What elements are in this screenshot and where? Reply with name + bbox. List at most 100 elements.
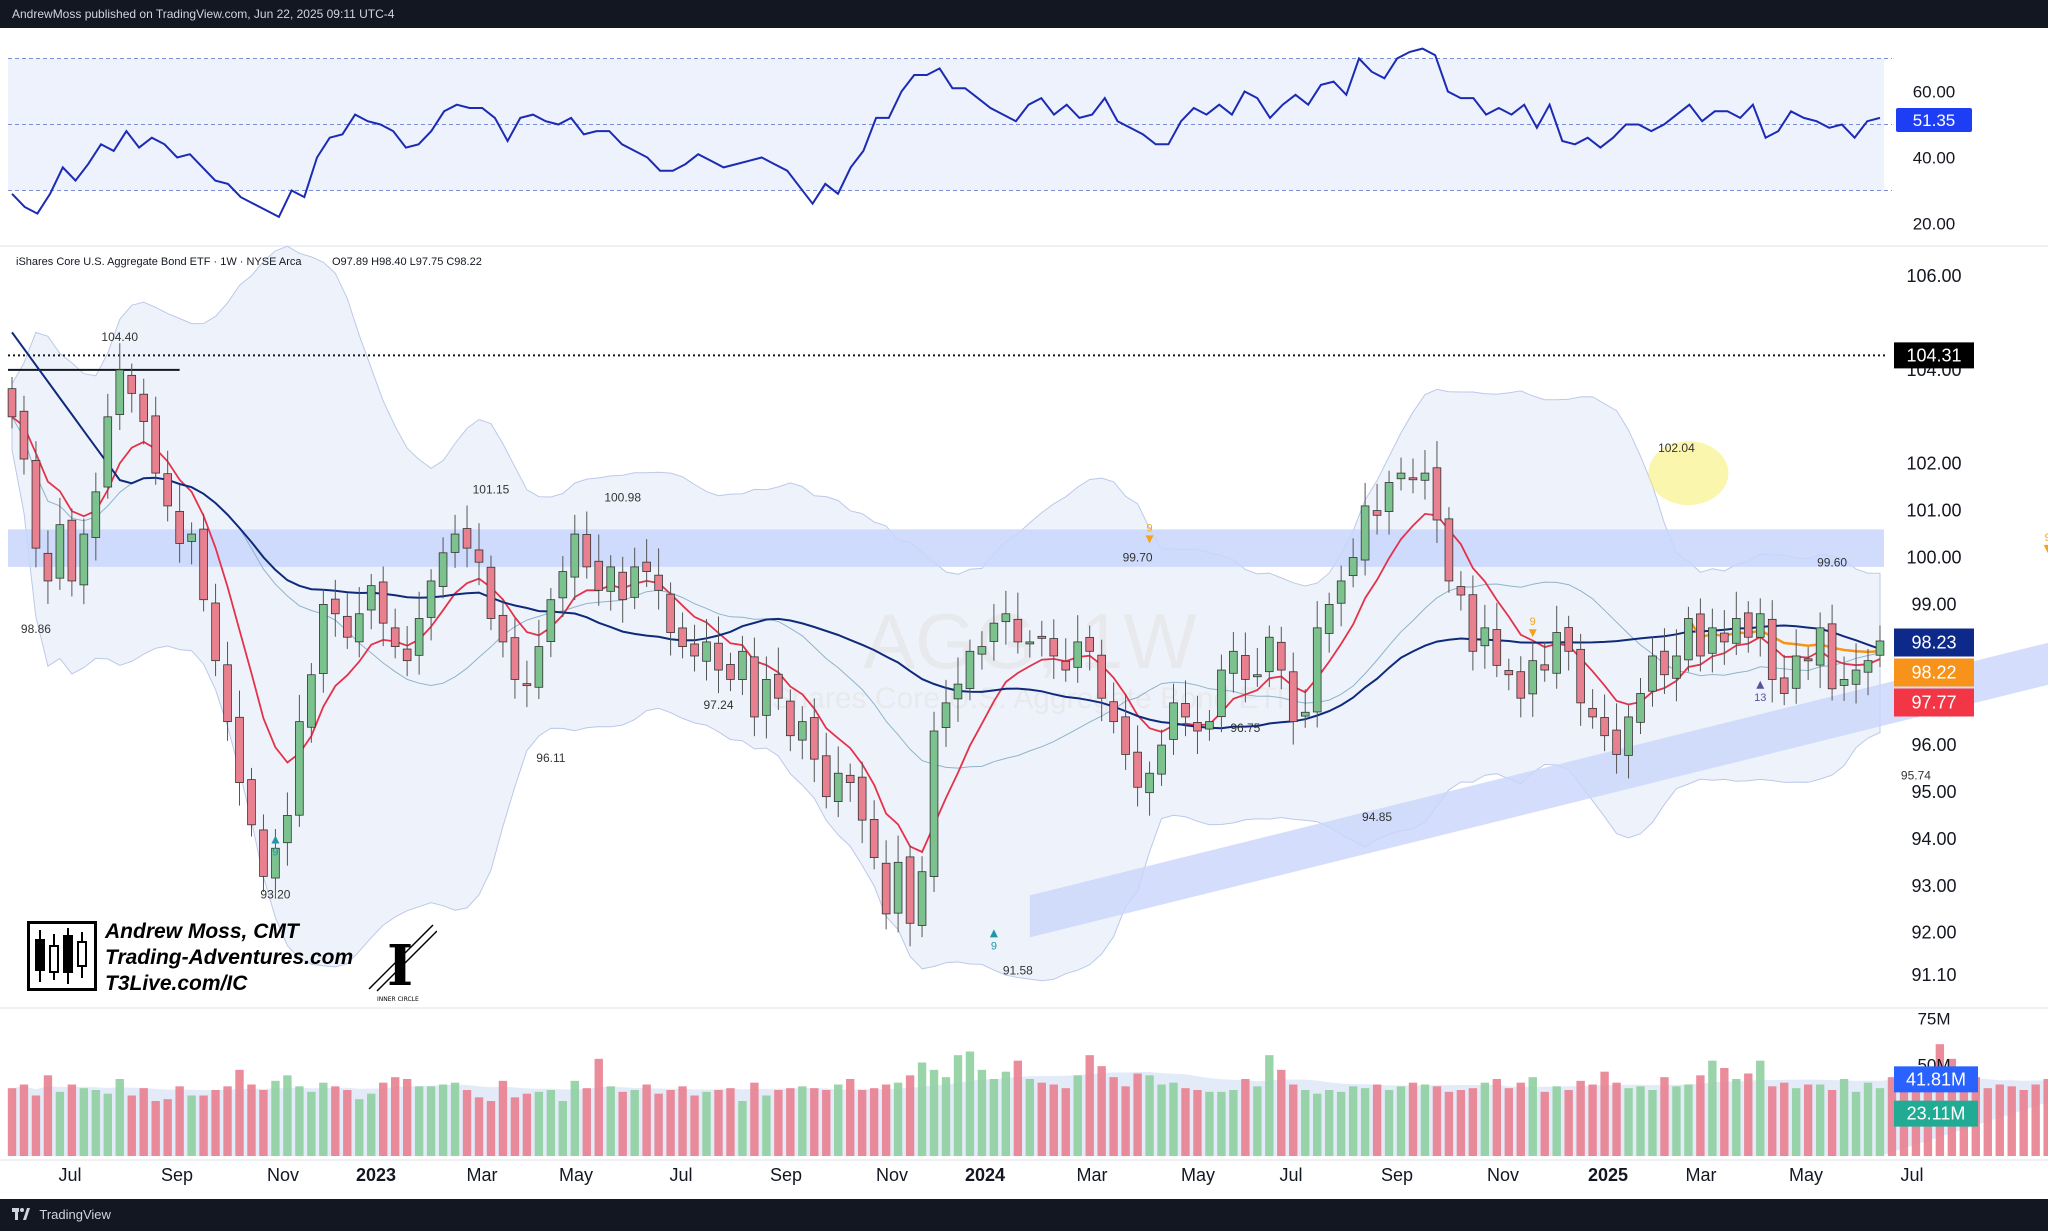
candle-body-121: [1456, 586, 1466, 596]
time-tick-label: Jul: [58, 1165, 81, 1185]
candle-body-50: [606, 566, 616, 592]
price-tick-label: 101.00: [1906, 501, 1961, 521]
candle-body-45: [546, 599, 556, 642]
candle-body-109: [1312, 627, 1322, 713]
candle-body-112: [1348, 557, 1358, 577]
volume-bar-49: [594, 1058, 603, 1156]
price-label: 96.75: [1230, 721, 1260, 735]
candle-body-17: [211, 602, 220, 662]
volume-bar-108: [1301, 1090, 1310, 1156]
candle-body-68: [821, 755, 831, 798]
candle-body-116: [1396, 472, 1406, 480]
td-count-label: 9: [272, 847, 278, 859]
candle-body-106: [1276, 641, 1286, 671]
candle-body-4: [55, 524, 65, 579]
candle-body-67: [809, 717, 819, 760]
candle-body-155: [1863, 660, 1873, 673]
volume-bar-101: [1217, 1091, 1226, 1156]
volume-bar-151: [1815, 1084, 1825, 1156]
volume-bar-31: [379, 1082, 388, 1156]
candle-body-47: [570, 533, 580, 578]
time-tick-label: Sep: [1381, 1165, 1413, 1185]
volume-bar-70: [846, 1079, 855, 1156]
tradingview-brand: TradingView: [39, 1207, 111, 1222]
candle-body-52: [630, 566, 639, 598]
volume-bar-1: [19, 1084, 29, 1156]
candle-body-42: [510, 637, 520, 680]
td-count-label: 9: [2045, 532, 2048, 544]
volume-bar-109: [1313, 1093, 1322, 1156]
volume-bar-39: [474, 1097, 484, 1156]
rsi-line: [11, 47, 1881, 219]
candle-body-107: [1288, 671, 1298, 723]
td-arrow-up-icon: [989, 929, 998, 938]
volume-bar-90: [1085, 1055, 1094, 1156]
volume-bar-20: [247, 1084, 256, 1156]
volume-bar-5: [67, 1084, 77, 1156]
td-count-label: 9: [1530, 616, 1536, 628]
volume-bar-107: [1289, 1084, 1298, 1156]
bollinger-band: [11, 245, 1881, 982]
volume-bar-123: [1480, 1082, 1490, 1156]
candle-body-14: [175, 510, 184, 544]
candle-body-9: [115, 369, 125, 415]
candle-body-58: [702, 641, 711, 662]
candle-body-18: [223, 664, 232, 723]
candle-body-76: [917, 871, 927, 926]
volume-bar-102: [1229, 1090, 1238, 1156]
volume-bar-13: [163, 1099, 172, 1156]
volume-bar-2: [31, 1095, 41, 1156]
td-arrow-down-icon: [2043, 544, 2048, 553]
volume-bar-53: [642, 1084, 651, 1156]
volume-bar-141: [1696, 1075, 1705, 1156]
volume-bar-111: [1336, 1091, 1346, 1156]
candle-body-87: [1049, 638, 1059, 657]
volume-bar-137: [1648, 1090, 1657, 1156]
candle-body-88: [1061, 660, 1071, 671]
time-tick-label: Nov: [1487, 1165, 1519, 1185]
volume-bar-25: [307, 1091, 316, 1156]
svg-text:I: I: [387, 933, 413, 999]
price-tick-label: 94.00: [1911, 829, 1956, 849]
author-branding: Andrew Moss, CMT Trading-Adventures.com …: [27, 917, 447, 1003]
candle-body-55: [666, 593, 675, 633]
volume-last-label: 41.81M: [1906, 1069, 1966, 1089]
volume-bar-126: [1516, 1082, 1525, 1156]
candle-body-146: [1755, 613, 1765, 638]
last-value-badge: [1894, 658, 1974, 687]
candle-body-98: [1181, 703, 1190, 718]
volume-bar-93: [1121, 1086, 1130, 1156]
volume-bar-145: [1744, 1073, 1753, 1156]
volume-bar-26: [319, 1082, 328, 1156]
rsi-tick-label: 40.00: [1913, 149, 1956, 168]
candle-body-132: [1588, 707, 1597, 718]
volume-bar-139: [1672, 1086, 1681, 1156]
volume-bar-146: [1756, 1060, 1765, 1156]
volume-bar-75: [905, 1075, 915, 1156]
volume-bar-56: [678, 1086, 687, 1156]
volume-bar-14: [175, 1086, 184, 1156]
volume-bar-143: [1720, 1068, 1729, 1156]
candle-body-141: [1696, 613, 1705, 657]
candle-body-0: [7, 388, 17, 418]
volume-bar-65: [786, 1088, 795, 1156]
price-label: 95.74: [1901, 768, 1931, 782]
price-tick-label: 99.00: [1911, 594, 1956, 614]
candle-body-101: [1217, 669, 1226, 718]
volume-bar-136: [1636, 1086, 1645, 1156]
volume-bar-84: [1013, 1060, 1023, 1156]
candle-body-30: [366, 585, 376, 611]
symbol-title: iShares Core U.S. Aggregate Bond ETF · 1…: [16, 256, 302, 268]
candle-body-33: [402, 648, 412, 662]
td-arrow-up-icon: [271, 835, 280, 844]
candle-body-41: [498, 614, 508, 643]
volume-bar-51: [618, 1091, 627, 1156]
volume-bar-140: [1684, 1084, 1693, 1156]
candle-body-10: [127, 374, 137, 394]
volume-bar-38: [462, 1090, 472, 1156]
candle-body-43: [522, 683, 532, 687]
volume-bar-99: [1193, 1090, 1202, 1156]
volume-bar-62: [750, 1082, 759, 1156]
volume-bar-80: [965, 1051, 975, 1156]
